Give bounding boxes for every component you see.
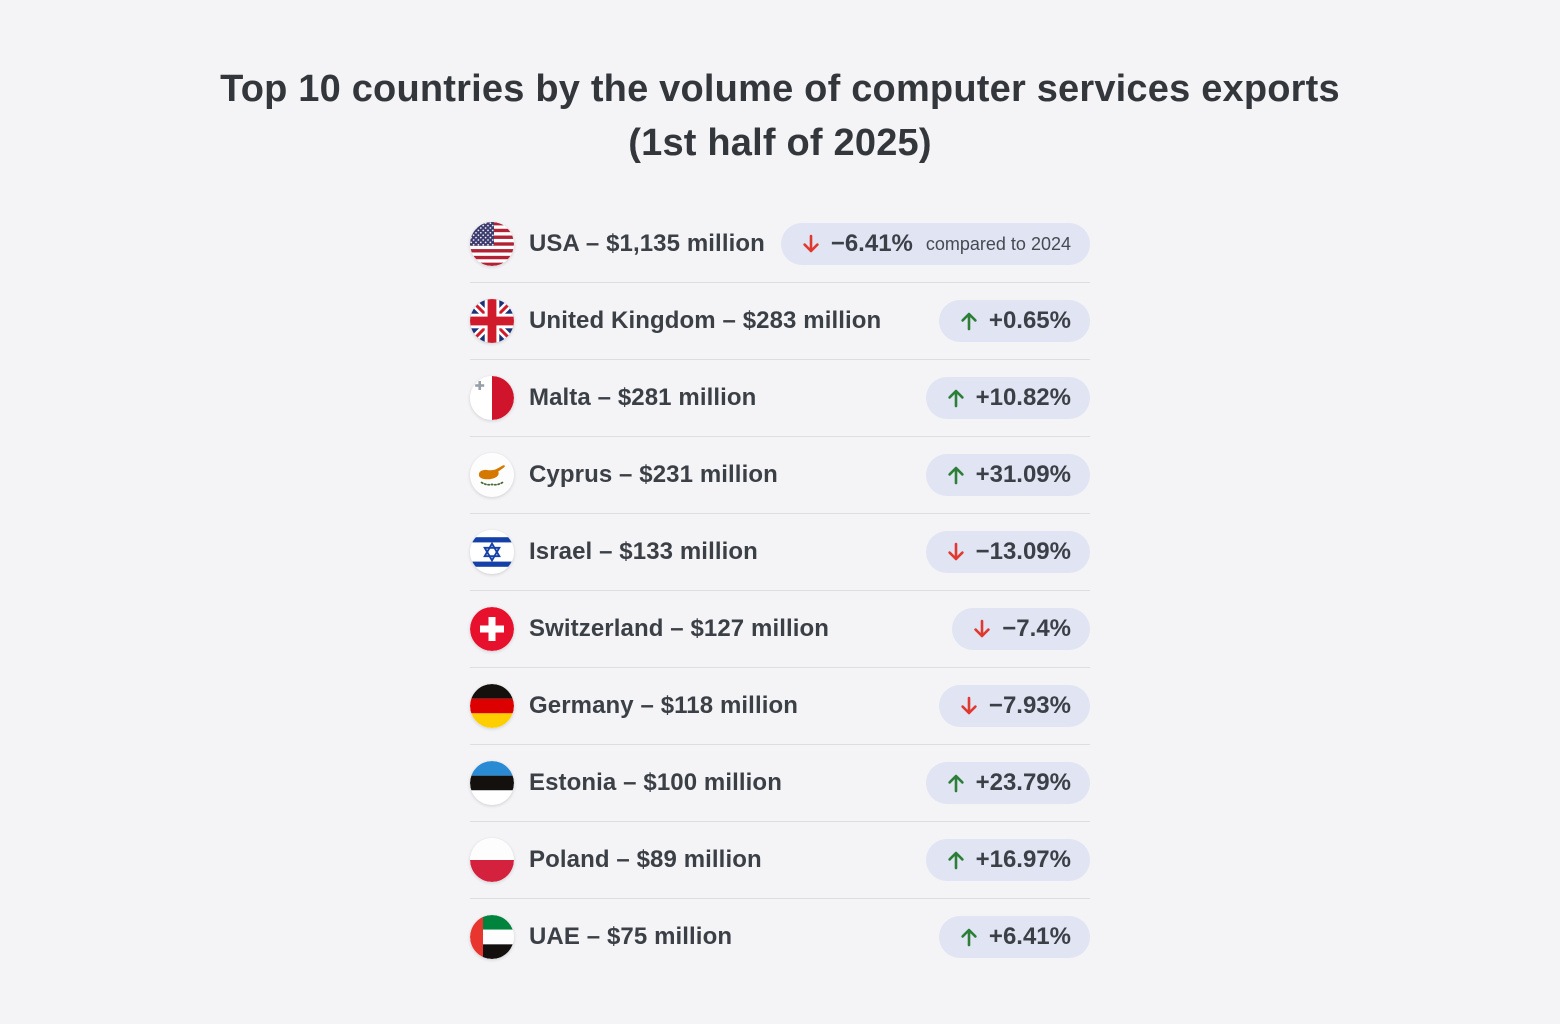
change-badge: +0.65% <box>938 300 1090 342</box>
page-title-line2: (1st half of 2025) <box>628 122 932 164</box>
country-label: Cyprus – $231 million <box>529 461 778 488</box>
change-percent: +0.65% <box>988 307 1071 334</box>
down-arrow-icon <box>961 696 977 715</box>
up-arrow-icon <box>947 389 964 408</box>
israel-flag-icon <box>470 530 514 574</box>
poland-flag-icon <box>470 838 514 882</box>
up-arrow-icon <box>947 851 964 870</box>
page-title: Top 10 countries by the volume of comput… <box>0 0 1560 170</box>
row-usa: USA – $1,135 million −6.41% compared to … <box>470 206 1090 283</box>
country-label: UAE – $75 million <box>529 923 733 950</box>
estonia-flag-icon <box>470 761 514 805</box>
change-badge: +23.79% <box>925 762 1090 804</box>
row-estonia: Estonia – $100 million +23.79% <box>470 745 1090 822</box>
up-arrow-icon <box>947 774 964 793</box>
change-badge: −7.93% <box>938 685 1090 727</box>
change-badge: −6.41% compared to 2024 <box>780 223 1090 265</box>
up-arrow-icon <box>947 466 964 485</box>
page-title-line1: Top 10 countries by the volume of comput… <box>220 68 1340 110</box>
change-percent: +10.82% <box>975 384 1071 411</box>
row-united-kingdom: United Kingdom – $283 million +0.65% <box>470 283 1090 360</box>
malta-flag-icon <box>470 376 514 420</box>
up-arrow-icon <box>961 928 977 947</box>
change-percent: +6.41% <box>988 923 1071 950</box>
down-arrow-icon <box>947 542 964 561</box>
uae-flag-icon <box>470 915 514 959</box>
germany-flag-icon <box>470 684 514 728</box>
country-label: United Kingdom – $283 million <box>529 307 882 334</box>
country-label: Estonia – $100 million <box>529 769 782 796</box>
change-percent: −7.93% <box>988 692 1071 719</box>
country-label: Germany – $118 million <box>529 692 799 719</box>
comparison-note: compared to 2024 <box>925 233 1071 254</box>
row-germany: Germany – $118 million −7.93% <box>470 668 1090 745</box>
switzerland-flag-icon <box>470 607 514 651</box>
country-ranking-list: USA – $1,135 million −6.41% compared to … <box>470 206 1090 975</box>
change-percent: +23.79% <box>975 769 1071 796</box>
country-label: Israel – $133 million <box>529 538 758 565</box>
change-percent: −6.41% <box>830 230 913 257</box>
row-switzerland: Switzerland – $127 million −7.4% <box>470 591 1090 668</box>
change-badge: +10.82% <box>925 377 1090 419</box>
change-badge: +6.41% <box>938 916 1090 958</box>
up-arrow-icon <box>961 312 977 331</box>
down-arrow-icon <box>803 234 819 253</box>
row-cyprus: Cyprus – $231 million +31.09% <box>470 437 1090 514</box>
uk-flag-icon <box>470 299 514 343</box>
change-percent: +31.09% <box>975 461 1071 488</box>
country-label: Poland – $89 million <box>529 846 762 873</box>
row-poland: Poland – $89 million +16.97% <box>470 822 1090 899</box>
change-percent: −13.09% <box>975 538 1071 565</box>
change-badge: −7.4% <box>952 608 1090 650</box>
country-label: Malta – $281 million <box>529 384 757 411</box>
row-uae: UAE – $75 million +6.41% <box>470 899 1090 975</box>
row-israel: Israel – $133 million −13.09% <box>470 514 1090 591</box>
change-badge: +31.09% <box>925 454 1090 496</box>
down-arrow-icon <box>974 619 990 638</box>
change-badge: +16.97% <box>925 839 1090 881</box>
country-label: USA – $1,135 million <box>529 230 765 257</box>
country-label: Switzerland – $127 million <box>529 615 830 642</box>
change-percent: +16.97% <box>975 846 1071 873</box>
row-malta: Malta – $281 million +10.82% <box>470 360 1090 437</box>
change-percent: −7.4% <box>1002 615 1071 642</box>
usa-flag-icon <box>470 222 514 266</box>
change-badge: −13.09% <box>925 531 1090 573</box>
cyprus-flag-icon <box>470 453 514 497</box>
